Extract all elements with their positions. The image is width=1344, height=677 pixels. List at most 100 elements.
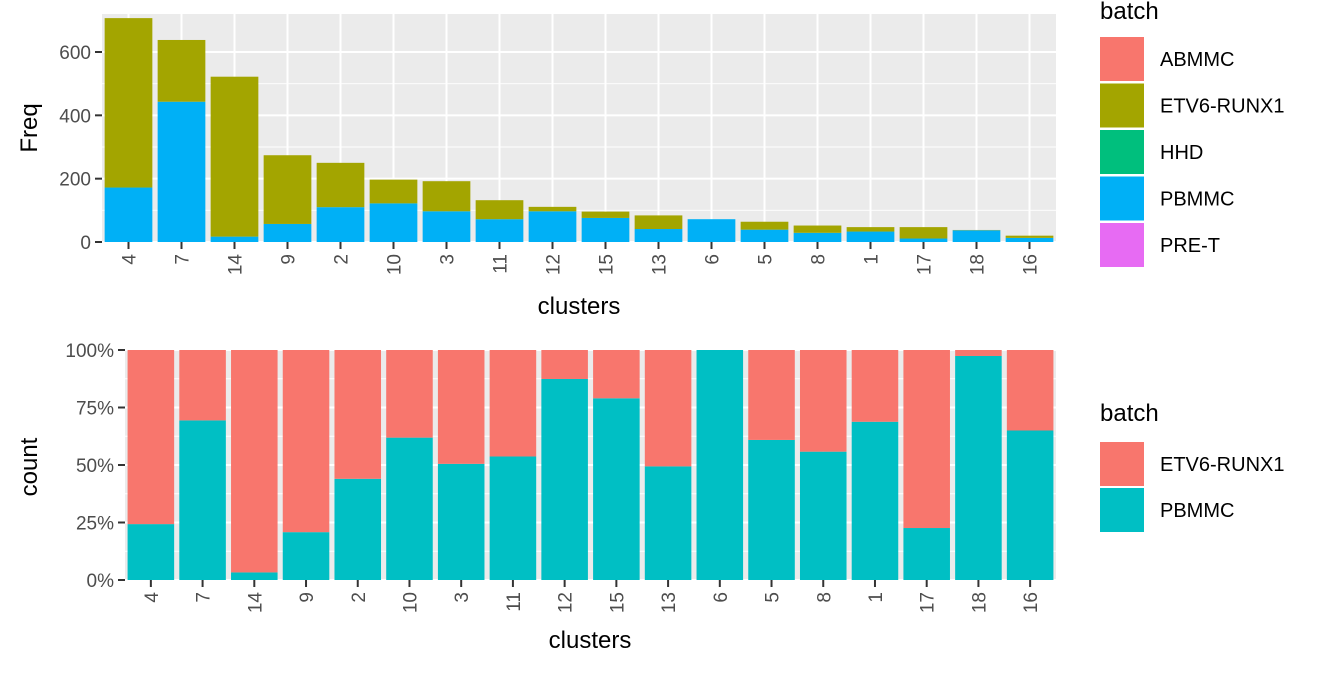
- bar-segment-etv6-runx1: [334, 350, 381, 479]
- legend-label: HHD: [1160, 142, 1203, 164]
- bar-segment-pbmmc: [748, 440, 795, 580]
- bar-segment-pbmmc: [794, 233, 842, 242]
- bar-segment-etv6-runx1: [955, 350, 1002, 356]
- x-axis-title: clusters: [538, 293, 621, 320]
- bar-segment-pbmmc: [105, 188, 153, 242]
- x-tick-label: 7: [173, 254, 194, 265]
- bar-segment-etv6-runx1: [529, 207, 577, 211]
- x-tick-label: 5: [756, 254, 777, 265]
- y-tick-label: 25%: [76, 514, 114, 535]
- x-tick-label: 10: [385, 254, 406, 275]
- legend-label: ABMMC: [1160, 49, 1234, 71]
- bar-segment-etv6-runx1: [128, 350, 175, 524]
- y-tick-label: 75%: [76, 399, 114, 420]
- bar-segment-pbmmc: [231, 572, 278, 580]
- x-tick-label: 12: [544, 254, 565, 275]
- bar-segment-etv6-runx1: [423, 181, 471, 211]
- x-tick-label: 16: [1021, 592, 1042, 613]
- bar-segment-etv6-runx1: [283, 350, 330, 532]
- bar-segment-etv6-runx1: [741, 222, 789, 230]
- bar-segment-etv6-runx1: [476, 200, 524, 219]
- y-tick-label: 50%: [76, 456, 114, 477]
- bar-segment-etv6-runx1: [179, 350, 226, 420]
- legend-label: PBMMC: [1160, 500, 1234, 522]
- bar-segment-pbmmc: [697, 350, 744, 580]
- bar-segment-etv6-runx1: [317, 163, 365, 207]
- legend-key: [1100, 488, 1144, 532]
- legend-label: ETV6-RUNX1: [1160, 96, 1284, 118]
- bar-segment-pbmmc: [317, 207, 365, 242]
- bar-segment-pbmmc: [903, 528, 950, 580]
- bar-segment-etv6-runx1: [158, 40, 206, 102]
- x-tick-label: 12: [556, 592, 577, 613]
- bar-segment-pbmmc: [953, 230, 1001, 242]
- bar-segment-etv6-runx1: [800, 350, 847, 452]
- bar-segment-pbmmc: [423, 211, 471, 242]
- bar-segment-etv6-runx1: [900, 227, 948, 238]
- x-tick-label: 14: [226, 254, 247, 276]
- x-tick-label: 6: [711, 592, 732, 603]
- bar-segment-etv6-runx1: [211, 77, 259, 237]
- bar-segment-etv6-runx1: [1006, 236, 1054, 238]
- x-tick-label: 17: [915, 254, 936, 275]
- bar-segment-pbmmc: [800, 452, 847, 580]
- x-tick-label: 17: [918, 592, 939, 613]
- bar-segment-etv6-runx1: [903, 350, 950, 528]
- bar-segment-etv6-runx1: [1007, 350, 1054, 431]
- legend-key: [1100, 130, 1144, 174]
- x-tick-label: 10: [400, 592, 421, 613]
- legend-key: [1100, 223, 1144, 267]
- bar-segment-etv6-runx1: [105, 18, 153, 187]
- bar-segment-pbmmc: [211, 237, 259, 242]
- bar-segment-etv6-runx1: [490, 350, 537, 456]
- bar-segment-pbmmc: [386, 438, 433, 580]
- bar-segment-etv6-runx1: [264, 155, 312, 224]
- bar-segment-pbmmc: [645, 466, 692, 580]
- bar-segment-etv6-runx1: [847, 227, 895, 231]
- bar-segment-etv6-runx1: [370, 180, 418, 204]
- x-tick-label: 1: [862, 254, 883, 265]
- bar-segment-pbmmc: [283, 532, 330, 580]
- y-axis-title: count: [16, 437, 43, 496]
- x-tick-label: 8: [814, 592, 835, 603]
- x-tick-label: 13: [650, 254, 671, 275]
- y-tick-label: 600: [59, 43, 91, 64]
- legend-key: [1100, 37, 1144, 81]
- bar-segment-pbmmc: [490, 456, 537, 580]
- bar-segment-pbmmc: [852, 422, 899, 580]
- legend-label: PRE-T: [1160, 235, 1220, 257]
- x-tick-label: 18: [968, 254, 989, 275]
- x-tick-label: 11: [491, 254, 512, 274]
- bar-segment-etv6-runx1: [593, 350, 640, 398]
- bar-segment-pbmmc: [438, 464, 485, 580]
- bar-segment-etv6-runx1: [794, 226, 842, 233]
- bar-segment-pbmmc: [955, 356, 1002, 580]
- legend-title: batch: [1100, 400, 1159, 427]
- x-tick-label: 13: [659, 592, 680, 613]
- x-axis-title: clusters: [549, 627, 632, 654]
- bar-segment-pbmmc: [541, 379, 588, 580]
- x-tick-label: 6: [703, 254, 724, 265]
- x-tick-label: 2: [349, 592, 370, 603]
- legend-label: ETV6-RUNX1: [1160, 454, 1284, 476]
- y-tick-label: 0: [80, 233, 91, 254]
- bar-segment-pbmmc: [593, 398, 640, 580]
- legend-key: [1100, 84, 1144, 128]
- x-tick-label: 16: [1021, 254, 1042, 275]
- x-tick-label: 18: [969, 592, 990, 613]
- legend-key: [1100, 177, 1144, 221]
- x-tick-label: 8: [809, 254, 830, 265]
- bar-segment-pbmmc: [264, 224, 312, 242]
- x-tick-label: 15: [607, 592, 628, 613]
- bar-segment-pbmmc: [128, 524, 175, 580]
- bar-segment-etv6-runx1: [852, 350, 899, 422]
- x-tick-label: 15: [597, 254, 618, 275]
- y-tick-label: 100%: [65, 341, 114, 362]
- bar-segment-etv6-runx1: [438, 350, 485, 464]
- bar-segment-pbmmc: [741, 230, 789, 242]
